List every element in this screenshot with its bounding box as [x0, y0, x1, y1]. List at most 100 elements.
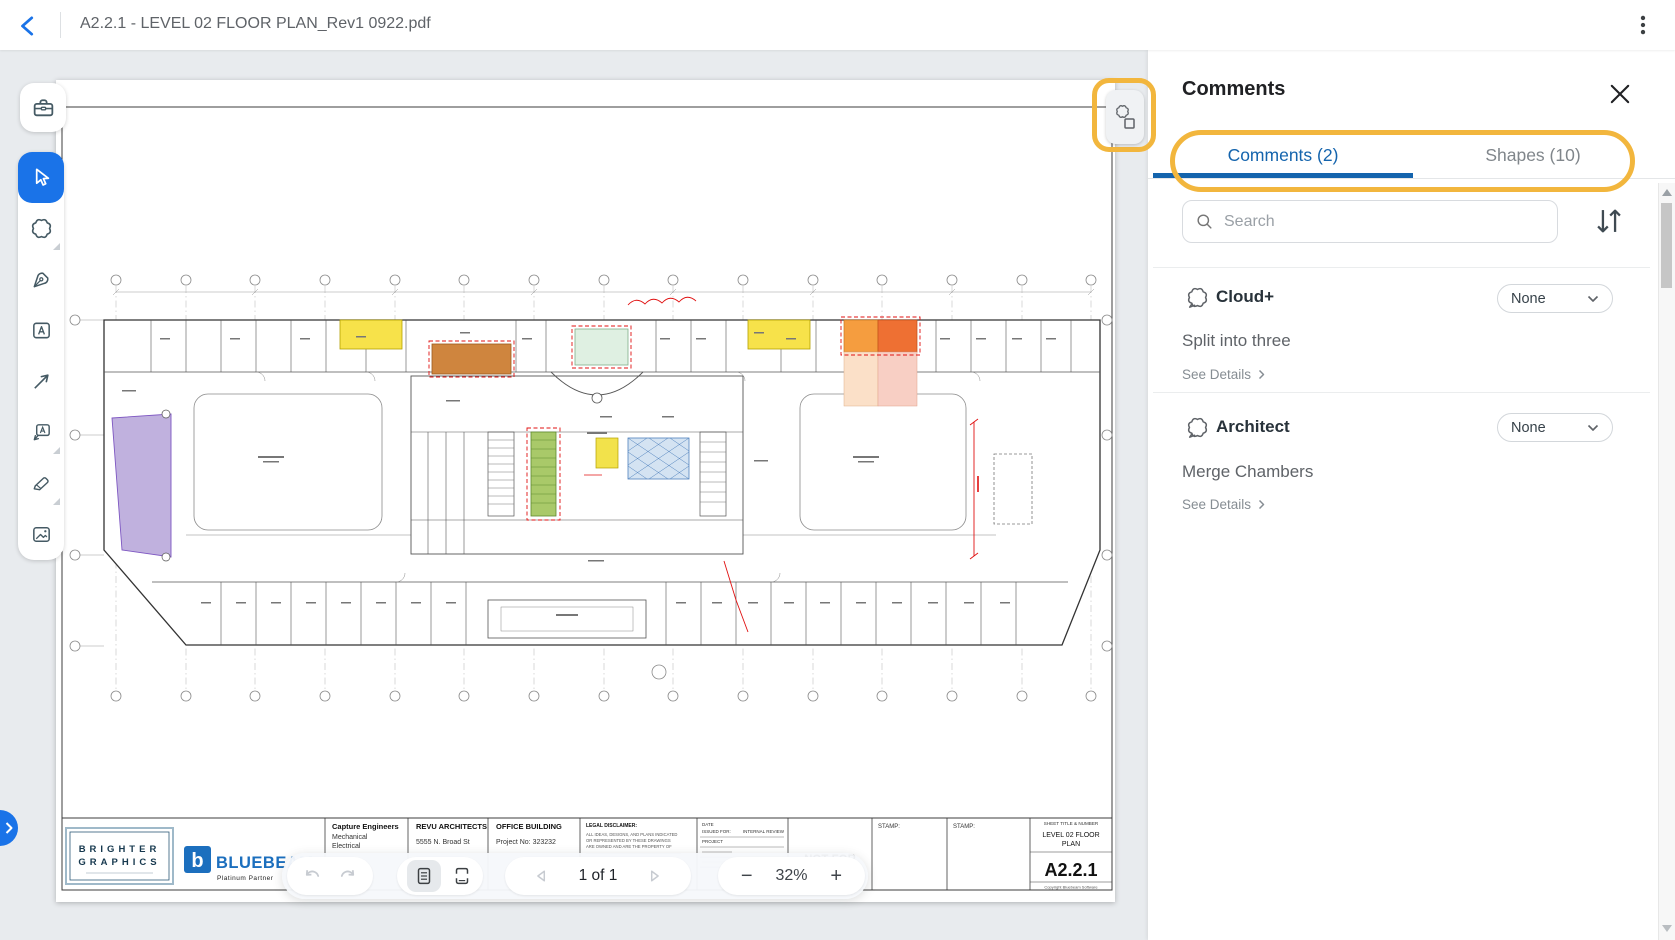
room-highlight-red-orange[interactable]	[877, 319, 918, 353]
overflow-menu-button[interactable]	[1630, 12, 1656, 38]
comment-bubble-icon	[1186, 286, 1209, 309]
highlighter-icon	[33, 477, 49, 491]
pdf-page[interactable]: BRIGHTER GRAPHICS b BLUEBEAM Platinum Pa…	[56, 80, 1115, 902]
comment-author: Architect	[1216, 417, 1290, 436]
pen-markup-tool[interactable]	[18, 254, 64, 305]
room-highlight-yellow-small[interactable]	[595, 437, 619, 469]
svg-text:INTERNAL REVIEW: INTERNAL REVIEW	[743, 829, 785, 834]
zoom-out-button[interactable]: −	[740, 865, 753, 887]
top-bar: A2.2.1 - LEVEL 02 FLOOR PLAN_Rev1 0922.p…	[0, 0, 1675, 50]
room-highlight-yellow-left[interactable]	[339, 319, 403, 350]
redo-button[interactable]	[336, 864, 360, 888]
single-page-view-button[interactable]	[407, 860, 441, 892]
see-details-label: See Details	[1182, 367, 1252, 382]
room-highlight-mint[interactable]	[574, 328, 629, 366]
panel-title: Comments	[1182, 78, 1286, 100]
comments-panel: Comments Comments (2) Shapes (10) Cl	[1148, 50, 1675, 940]
status-dropdown[interactable]: None	[1497, 284, 1613, 313]
tool-chest-icon	[33, 99, 53, 117]
svg-text:ALL IDEAS, DESIGNS, AND PLANS: ALL IDEAS, DESIGNS, AND PLANS INDICATED	[586, 832, 677, 837]
image-markup-icon	[32, 527, 50, 542]
scrollbar-down-arrow[interactable]	[1662, 925, 1672, 932]
chevron-right-icon	[1259, 369, 1265, 380]
previous-page-button[interactable]	[531, 865, 553, 887]
image-markup-tool[interactable]	[18, 509, 64, 560]
cloud-markup-tool[interactable]	[18, 203, 64, 254]
next-page-button[interactable]	[643, 865, 665, 887]
room-highlight-stair-green[interactable]	[530, 431, 557, 517]
expand-side-panel-button[interactable]	[0, 810, 18, 846]
scrollbar-up-arrow[interactable]	[1662, 189, 1672, 196]
panel-scrollbar-thumb[interactable]	[1661, 203, 1672, 288]
svg-text:Mechanical: Mechanical	[332, 834, 368, 841]
svg-text:PROJECT: PROJECT	[702, 839, 723, 844]
room-highlight-orange[interactable]	[843, 319, 879, 353]
annotation-highlight-ring-button	[1092, 78, 1156, 152]
callout-icon	[33, 424, 50, 441]
status-dropdown[interactable]: None	[1497, 413, 1613, 442]
svg-text:DATE: DATE	[702, 822, 714, 827]
sort-icon	[1597, 209, 1621, 233]
room-highlight-conference[interactable]	[431, 343, 512, 375]
shapes-markup-icon	[1116, 105, 1135, 129]
room-highlight-elevator[interactable]	[627, 437, 690, 480]
zoom-level: 32%	[775, 867, 808, 884]
undo-icon	[305, 870, 319, 877]
revision-cloud-mint	[571, 325, 632, 369]
flyout-indicator	[53, 498, 60, 505]
select-tool[interactable]	[18, 152, 64, 203]
status-value: None	[1511, 290, 1546, 307]
callout-tool[interactable]	[18, 407, 64, 458]
comment-bubble-icon	[1186, 416, 1209, 439]
undo-redo-group	[287, 857, 373, 895]
next-page-icon	[651, 870, 660, 882]
svg-text:BRIGHTER: BRIGHTER	[79, 844, 161, 855]
page-navigation-group: 1 of 1	[505, 857, 691, 895]
search-input[interactable]	[1224, 212, 1514, 231]
tool-chest-button[interactable]	[20, 83, 66, 132]
comment-summary: Split into three	[1182, 331, 1291, 350]
arrow-markup-tool[interactable]	[18, 356, 64, 407]
previous-page-icon	[536, 870, 545, 882]
room-highlight-purple[interactable]	[111, 413, 172, 558]
document-title: A2.2.1 - LEVEL 02 FLOOR PLAN_Rev1 0922.p…	[80, 15, 431, 32]
page-indicator: 1 of 1	[578, 867, 618, 884]
svg-text:PLAN: PLAN	[1062, 841, 1080, 848]
shapes-markup-button[interactable]	[1106, 90, 1144, 144]
tab-comments[interactable]: Comments (2)	[1227, 144, 1339, 165]
svg-text:LEVEL 02 FLOOR: LEVEL 02 FLOOR	[1042, 832, 1099, 839]
svg-text:Capture Engineers: Capture Engineers	[332, 822, 399, 831]
see-details-link[interactable]: See Details	[1182, 367, 1265, 382]
list-divider	[1153, 267, 1650, 268]
highlighter-tool[interactable]	[18, 458, 64, 509]
undo-button[interactable]	[300, 864, 324, 888]
select-cursor-icon	[35, 168, 49, 186]
text-box-tool[interactable]	[18, 305, 64, 356]
panel-scrollbar-track[interactable]	[1658, 183, 1675, 940]
revision-cloud-conference	[428, 340, 515, 378]
see-details-link[interactable]: See Details	[1182, 497, 1265, 512]
continuous-view-button[interactable]	[451, 865, 473, 887]
svg-text:b: b	[191, 850, 203, 872]
cloud-markup-icon	[31, 218, 51, 239]
svg-text:STAMP:: STAMP:	[878, 824, 900, 830]
status-value: None	[1511, 419, 1546, 436]
red-markups[interactable]	[584, 296, 979, 633]
brand-logo-box: BRIGHTER GRAPHICS	[65, 827, 174, 885]
svg-text:SHEET TITLE & NUMBER: SHEET TITLE & NUMBER	[1044, 821, 1099, 826]
kebab-icon	[1640, 15, 1646, 35]
zoom-in-button[interactable]: +	[830, 865, 843, 887]
divider	[60, 12, 61, 38]
arrow-markup-icon	[33, 374, 49, 389]
room-highlight-yellow-right[interactable]	[747, 319, 811, 350]
tab-shapes[interactable]: Shapes (10)	[1485, 144, 1581, 165]
back-button[interactable]	[16, 13, 42, 39]
chevron-down-icon	[1587, 295, 1599, 302]
close-panel-button[interactable]	[1606, 80, 1634, 108]
sort-button[interactable]	[1592, 206, 1626, 236]
svg-text:ARE OWNED AND ARE THE PROPERTY: ARE OWNED AND ARE THE PROPERTY OF	[586, 844, 672, 849]
svg-text:ISSUED FOR:: ISSUED FOR:	[702, 829, 731, 834]
back-arrow-icon	[21, 16, 34, 36]
continuous-view-icon	[455, 867, 469, 885]
svg-text:5555 N. Broad St: 5555 N. Broad St	[416, 839, 470, 846]
